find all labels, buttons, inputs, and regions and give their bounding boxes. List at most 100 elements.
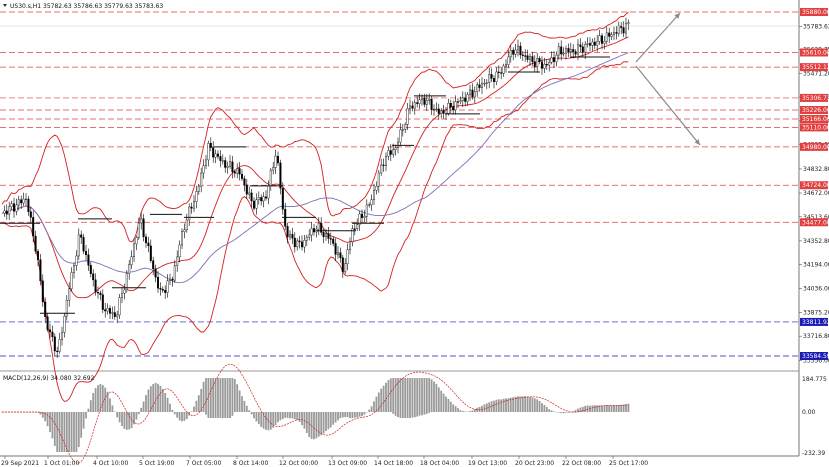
candle-body [252,200,255,209]
price-tick-label: 34036.00 [803,285,829,292]
candle-body [550,57,553,63]
candle-body [130,256,133,265]
macd-bar [325,412,327,432]
price-tick-label: 34832.80 [803,166,829,173]
level-badges: 35880.00 35610.00 35512.12 35306.73 35226.00… [800,8,829,360]
macd-bar [221,378,224,418]
candle-body [188,206,191,221]
candle-body [118,297,121,316]
candle-body [308,234,311,238]
macd-bar [257,412,260,425]
candle-body [298,240,301,243]
candle-body [257,197,260,200]
macd-bar [116,412,119,418]
candle-body [370,199,373,205]
macd-bar [548,409,551,412]
candle-body [531,56,534,62]
candle-body [168,278,171,281]
candle-body [358,213,361,225]
candle-body [545,64,548,66]
candle-body [53,336,56,352]
macd-bar [473,409,476,412]
price-level-badge [800,142,828,151]
candle-body [418,99,421,104]
candle-body [27,198,30,212]
chevron-down-icon[interactable] [3,4,7,7]
price-level-badge [800,106,828,115]
macd-tick-bottom: -232.39 [802,450,825,457]
macd-bar [104,387,107,412]
candle-body [68,288,71,301]
candle-body [296,240,299,248]
candle-body [404,124,407,130]
candle-body [409,105,412,109]
candle-body [353,228,356,230]
candle-body [154,268,157,278]
macd-bar [205,378,207,415]
candle-body [46,316,49,330]
macd-bar [51,412,54,439]
macd-bar [464,411,467,412]
time-tick-label: 20 Oct 23:00 [515,460,554,467]
price-axis[interactable]: 35783.6335629.7535471.2035312.5535154.00… [799,23,829,364]
candle-body [481,83,484,88]
macd-bar [226,378,229,418]
macd-bar [272,412,275,428]
macd-bar [452,404,455,412]
candle-body [440,110,443,114]
candle-body [613,32,616,35]
macd-bar [370,406,373,412]
macd-bar [505,398,507,412]
macd-bar [296,412,299,420]
macd-bar [485,403,488,412]
macd-bar [224,378,227,418]
macd-bar [457,408,459,412]
candle-body [574,51,577,55]
candle-body [519,45,522,56]
macd-bar [46,412,49,427]
candle-body [140,218,143,224]
macd-bar [87,408,90,412]
macd-bar [92,393,95,412]
candle-body [339,252,342,258]
candle-body [560,46,563,55]
macd-label: MACD(12,26,9) 34.080 32.692 [3,375,95,382]
macd-bar [250,412,253,415]
candle-body [505,64,508,67]
candle-body [394,147,397,150]
candle-body [399,129,402,143]
candle-body [413,102,416,109]
candle-body [598,35,601,42]
candle-body [159,288,162,290]
macd-bar [99,383,102,412]
candle-body [459,100,462,102]
candle-body [82,237,85,252]
macd-bar [617,405,620,412]
candle-body [56,350,59,353]
macd-bar [190,411,193,412]
macd-bar [500,399,503,412]
candle-body [224,160,227,168]
macd-bar [241,396,243,412]
candle-body [382,164,385,166]
macd-bar [214,378,217,418]
time-tick-label: 18 Oct 04:00 [420,460,459,467]
candle-body [569,49,572,52]
macd-bar [334,412,337,423]
macd-bar [166,397,169,412]
time-tick-label: 29 Sep 2021 [1,460,39,467]
macd-bar [113,411,116,412]
candle-body [615,32,618,34]
macd-bar [171,409,174,412]
macd-bar [123,412,126,429]
candle-body [572,49,575,52]
macd-bar [61,412,63,452]
time-axis[interactable]: 29 Sep 2021 1 Oct 01:00 4 Oct 10:00 5 Oct 1… [1,456,648,467]
macd-signal-line [2,363,629,464]
macd-bar [437,387,440,412]
projection-arrow-head [694,139,700,145]
macd-bar [262,412,265,429]
macd-bar [553,411,555,412]
macd-bar [332,412,335,425]
